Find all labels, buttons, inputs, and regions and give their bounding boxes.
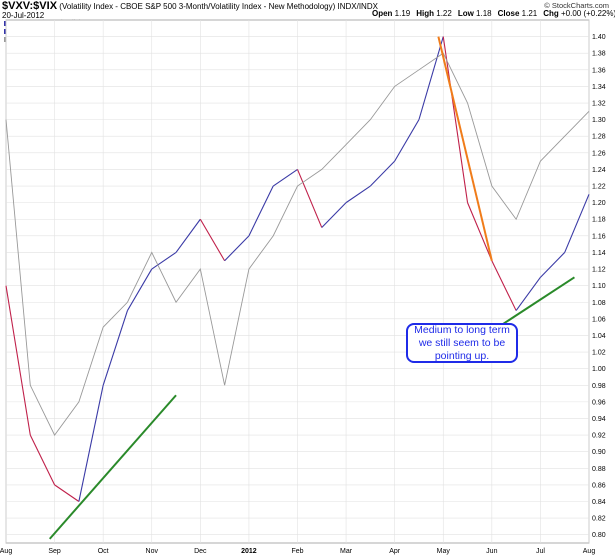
y-tick-label: 1.10 — [592, 283, 606, 290]
y-tick-label: 1.30 — [592, 117, 606, 124]
series-segment-vxv-vix — [564, 194, 590, 253]
y-tick-label: 0.80 — [592, 532, 606, 539]
x-tick-label: Apr — [389, 548, 401, 555]
ohlc-label-high: High — [416, 9, 437, 18]
y-tick-label: 1.24 — [592, 167, 606, 174]
series-segment-vxv-vix — [5, 285, 31, 436]
y-tick-label: 1.02 — [592, 350, 606, 357]
y-tick-label: 1.20 — [592, 200, 606, 207]
y-tick-label: 1.04 — [592, 333, 606, 340]
x-tick-label: Dec — [194, 548, 207, 555]
series-segment-vxv-vix — [54, 484, 80, 502]
x-tick-label: Oct — [98, 548, 109, 555]
x-tick-label: Nov — [146, 548, 159, 555]
annotation-callout: Medium to long term we still seem to be … — [406, 323, 518, 363]
y-tick-label: 1.14 — [592, 250, 606, 257]
x-tick-label: Aug — [0, 548, 12, 555]
series-segment-vxv-vix — [491, 260, 517, 311]
series-segment-vxv-vix — [321, 202, 347, 228]
ohlc-value-high: 1.22 — [436, 9, 452, 18]
y-tick-label: 0.96 — [592, 399, 606, 406]
y-tick-label: 1.12 — [592, 267, 606, 274]
chart-date: 20-Jul-2012 — [2, 11, 45, 20]
x-tick-label: Jun — [486, 548, 497, 555]
series-segment-vxv-vix — [418, 36, 444, 120]
y-tick-label: 1.06 — [592, 316, 606, 323]
series-segment-vxv-vix — [394, 119, 420, 162]
series-segment-vxv-vix — [78, 385, 104, 502]
y-tick-label: 0.92 — [592, 433, 606, 440]
chart-description: (Volatility Index - CBOE S&P 500 3-Month… — [59, 2, 378, 11]
trendline — [437, 36, 493, 261]
series-segment-vxv-vix — [296, 169, 323, 228]
y-tick-label: 1.32 — [592, 101, 606, 108]
series-segment-vxv-vix — [199, 218, 226, 262]
y-tick-label: 1.26 — [592, 150, 606, 157]
chart-title: $VXV:$VIX (Volatility Index - CBOE S&P 5… — [2, 0, 378, 12]
ohlc-value-open: 1.19 — [394, 9, 411, 18]
x-tick-label: Sep — [48, 548, 61, 555]
series-segment-vxv-vix — [515, 277, 541, 311]
y-tick-label: 1.08 — [592, 300, 606, 307]
y-tick-label: 1.18 — [592, 217, 606, 224]
series-segment-vxv-vix — [345, 185, 371, 204]
y-tick-label: 0.82 — [592, 516, 606, 523]
series-segment-vxv-vix — [248, 185, 274, 237]
y-tick-label: 1.00 — [592, 366, 606, 373]
y-tick-label: 1.28 — [592, 134, 606, 141]
y-tick-label: 1.36 — [592, 67, 606, 74]
ohlc-label-close: Close — [497, 9, 522, 18]
series-segment-vxv-vix — [126, 268, 153, 311]
y-tick-label: 0.90 — [592, 449, 606, 456]
chart-symbol: $VXV:$VIX — [2, 0, 58, 12]
watermark: © StockCharts.com — [544, 1, 609, 10]
y-tick-label: 1.38 — [592, 51, 606, 58]
trendline — [491, 276, 575, 333]
series-segment-vxv-vix — [272, 168, 298, 187]
x-tick-label: May — [437, 548, 451, 555]
ohlc-value-chg: +0.00 (+0.22%) — [561, 9, 615, 18]
x-tick-label: Mar — [340, 548, 353, 555]
ohlc-label-chg: Chg — [543, 9, 561, 18]
y-tick-label: 0.88 — [592, 466, 606, 473]
y-tick-label: 0.94 — [592, 416, 606, 423]
ohlc-readout: Open 1.19 High 1.22 Low 1.18 Close 1.21 Chg … — [372, 9, 615, 18]
x-tick-label: Feb — [291, 548, 303, 555]
series-segment-vxv-vix — [29, 434, 56, 486]
y-tick-label: 1.34 — [592, 84, 606, 91]
trendline — [48, 394, 177, 540]
x-tick-label: Jul — [536, 548, 545, 555]
series-segment-vxv-vix — [102, 310, 128, 386]
y-tick-label: 0.86 — [592, 482, 606, 489]
ohlc-value-low: 1.18 — [476, 9, 492, 18]
series-segment-vxv-vix — [175, 218, 201, 253]
series-segment-vxv-vix — [369, 160, 396, 187]
series-segment-vxv-vix — [467, 202, 493, 261]
y-tick-label: 0.84 — [592, 499, 606, 506]
series-segment-vxv-vix — [442, 36, 469, 203]
x-tick-label: Aug — [583, 548, 596, 555]
ohlc-label-open: Open — [372, 9, 395, 18]
series-segment-vxv-vix — [540, 252, 566, 278]
y-tick-label: 0.98 — [592, 383, 606, 390]
ohlc-label-low: Low — [457, 9, 477, 18]
series-segment-vxv-vix — [224, 235, 250, 262]
y-tick-label: 1.16 — [592, 233, 606, 240]
series-line-spx — [5, 52, 590, 436]
y-tick-label: 1.40 — [592, 34, 606, 41]
y-tick-label: 1.22 — [592, 184, 606, 191]
ohlc-value-close: 1.21 — [521, 9, 538, 18]
x-tick-label: 2012 — [241, 548, 257, 555]
series-segment-vxv-vix — [151, 251, 177, 270]
